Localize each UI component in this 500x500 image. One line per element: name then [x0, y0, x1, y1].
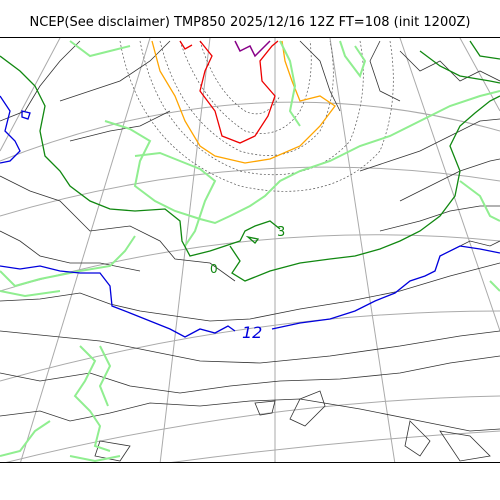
coastlines — [0, 40, 500, 462]
dotted-line — [179, 40, 312, 134]
coast-line — [299, 40, 341, 112]
red-contour — [179, 40, 193, 50]
lightgreen-line — [69, 40, 131, 58]
blue-line — [21, 110, 31, 120]
green-line — [0, 55, 281, 257]
lon-line — [0, 38, 61, 152]
coast-line — [399, 50, 500, 82]
coast-line — [359, 118, 500, 172]
lat-line — [0, 310, 500, 382]
coast-line — [404, 420, 431, 457]
lightgreen-line — [73, 345, 111, 452]
coast-line — [0, 40, 81, 122]
lon-line — [20, 38, 151, 462]
lightgreen-line — [489, 280, 500, 292]
dotted-line — [119, 40, 394, 192]
dotted-line — [139, 40, 364, 176]
blue-contours — [0, 95, 500, 338]
coast-line — [59, 40, 171, 102]
dotted-contours — [119, 40, 394, 192]
lon-line — [329, 38, 396, 462]
coast-line — [369, 40, 401, 102]
coast-line — [289, 390, 326, 427]
coast-line — [0, 355, 500, 394]
lightgreen-line — [69, 455, 121, 462]
dotted-line — [199, 40, 281, 115]
coast-line — [0, 330, 500, 364]
green-line — [469, 40, 500, 60]
coast-line — [449, 240, 500, 252]
contour-label-12: 12 — [242, 323, 262, 342]
lightgreen-line — [98, 345, 112, 407]
coast-line — [0, 175, 236, 282]
lightgreen-line — [459, 180, 500, 222]
lightgreen-line — [104, 90, 500, 225]
lightgreen-line — [0, 235, 136, 288]
red-contour — [199, 40, 279, 144]
dotted-line — [159, 40, 334, 156]
contour-label-0: 0 — [210, 262, 218, 276]
purple-contour — [234, 40, 271, 58]
coast-line — [0, 230, 141, 272]
blue-line — [0, 265, 236, 338]
coast-line — [0, 262, 500, 322]
coast-line — [0, 398, 500, 432]
lat-line — [171, 430, 500, 462]
coast-line — [379, 205, 500, 232]
coast-line — [69, 110, 171, 142]
lightgreen-contours — [0, 40, 500, 462]
lon-line — [399, 38, 500, 332]
orange-contour — [151, 40, 336, 164]
lat-line — [6, 395, 500, 462]
coast-line — [399, 158, 500, 202]
green-contours — [0, 40, 500, 282]
lightgreen-line — [279, 40, 301, 127]
contour-label-3: 3 — [277, 225, 285, 240]
coast-line — [254, 400, 276, 416]
green-line — [245, 235, 260, 244]
weather-map: 12 3 0 — [0, 37, 500, 463]
lightgreen-line — [0, 290, 61, 298]
coast-line — [439, 430, 491, 462]
coast-line — [94, 440, 131, 462]
map-title: NCEP(See disclaimer) TMP850 2025/12/16 1… — [29, 15, 471, 30]
lightgreen-line — [134, 151, 217, 247]
blue-line — [271, 245, 500, 330]
blue-line — [0, 95, 21, 164]
lightgreen-line — [339, 40, 367, 79]
lightgreen-line — [0, 420, 51, 457]
graticule-longitudes — [0, 38, 500, 462]
green-line — [229, 95, 500, 282]
green-line — [419, 50, 500, 84]
lon-line — [159, 38, 211, 462]
lat-line — [0, 166, 500, 217]
